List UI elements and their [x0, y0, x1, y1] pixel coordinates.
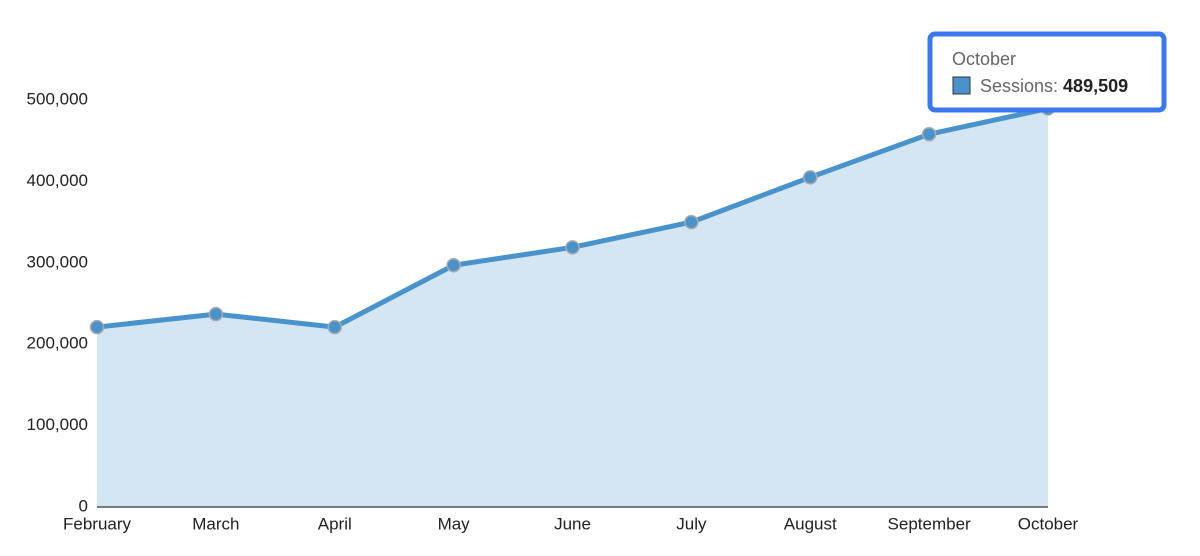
point	[921, 126, 937, 142]
tooltip-series: Sessions:	[980, 76, 1058, 96]
point	[89, 319, 105, 335]
x-tick-label: February	[63, 514, 132, 533]
tooltip-value: 489,509	[1063, 76, 1128, 96]
x-tick-label: June	[554, 514, 591, 533]
tooltip-swatch	[952, 76, 971, 95]
area	[97, 108, 1048, 507]
x-tick-label: September	[888, 514, 971, 533]
x-tick-label: May	[438, 514, 471, 533]
x-tick-label: August	[784, 514, 837, 533]
y-tick-label: 0	[79, 496, 88, 515]
y-tick-label: 500,000	[27, 89, 88, 108]
y-tick-label: 400,000	[27, 171, 88, 190]
y-tick-label: 200,000	[27, 334, 88, 353]
tooltip-title: October	[952, 49, 1016, 69]
y-tick-label: 100,000	[27, 415, 88, 434]
point	[565, 240, 580, 255]
point	[208, 306, 224, 322]
point	[684, 214, 699, 230]
x-tick-label: April	[318, 514, 352, 533]
x-tick-label: October	[1018, 514, 1079, 533]
tooltip: October Sessions: 489,509	[927, 31, 1167, 113]
point	[446, 257, 461, 273]
tooltip-label: Sessions: 489,509	[980, 76, 1128, 96]
x-tick-label: March	[192, 514, 239, 533]
point	[803, 170, 818, 185]
point	[327, 319, 342, 335]
y-tick-label: 300,000	[27, 252, 88, 271]
x-tick-label: July	[676, 514, 707, 533]
tooltip-box	[927, 31, 1167, 113]
